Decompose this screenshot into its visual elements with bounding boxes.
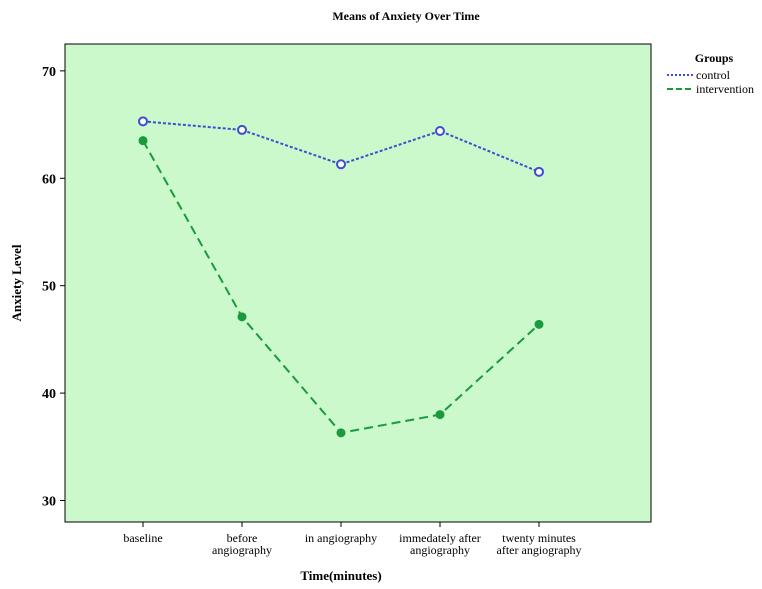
x-tick-label: after angiography <box>497 543 582 557</box>
intervention-point <box>138 136 148 146</box>
control-point <box>534 166 544 177</box>
intervention-point <box>336 428 346 438</box>
x-axis-title: Time(minutes) <box>300 568 381 583</box>
intervention-point <box>435 410 445 420</box>
legend-label-control: control <box>696 68 731 82</box>
legend-label-intervention: intervention <box>696 82 754 96</box>
intervention-point <box>534 319 544 329</box>
y-tick-label: 50 <box>42 280 56 295</box>
y-tick-label: 30 <box>42 495 56 510</box>
x-tick-label: in angiography <box>305 531 377 545</box>
control-point <box>336 159 346 170</box>
y-axis-title: Anxiety Level <box>9 244 24 321</box>
x-tick-label: baseline <box>123 531 162 545</box>
x-tick-label: angiography <box>212 543 272 557</box>
y-tick-label: 70 <box>42 65 56 80</box>
control-point <box>237 124 247 135</box>
series-layer <box>138 116 544 438</box>
intervention-point <box>237 312 247 322</box>
control-point <box>435 126 445 137</box>
plot-area <box>64 43 652 523</box>
y-tick-label: 60 <box>42 172 56 187</box>
chart-title: Means of Anxiety Over Time <box>332 9 480 23</box>
control-point <box>138 116 148 127</box>
control-series-line <box>142 120 540 173</box>
x-tick-label: immedately after <box>399 531 481 545</box>
x-tick-label: before <box>227 531 258 545</box>
x-tick-label: twenty minutes <box>502 531 576 545</box>
y-tick-label: 40 <box>42 387 56 402</box>
y-axis: 30 40 50 60 70 <box>42 65 65 510</box>
legend-title: Groups <box>695 51 734 65</box>
x-tick-label: angiography <box>410 543 470 557</box>
